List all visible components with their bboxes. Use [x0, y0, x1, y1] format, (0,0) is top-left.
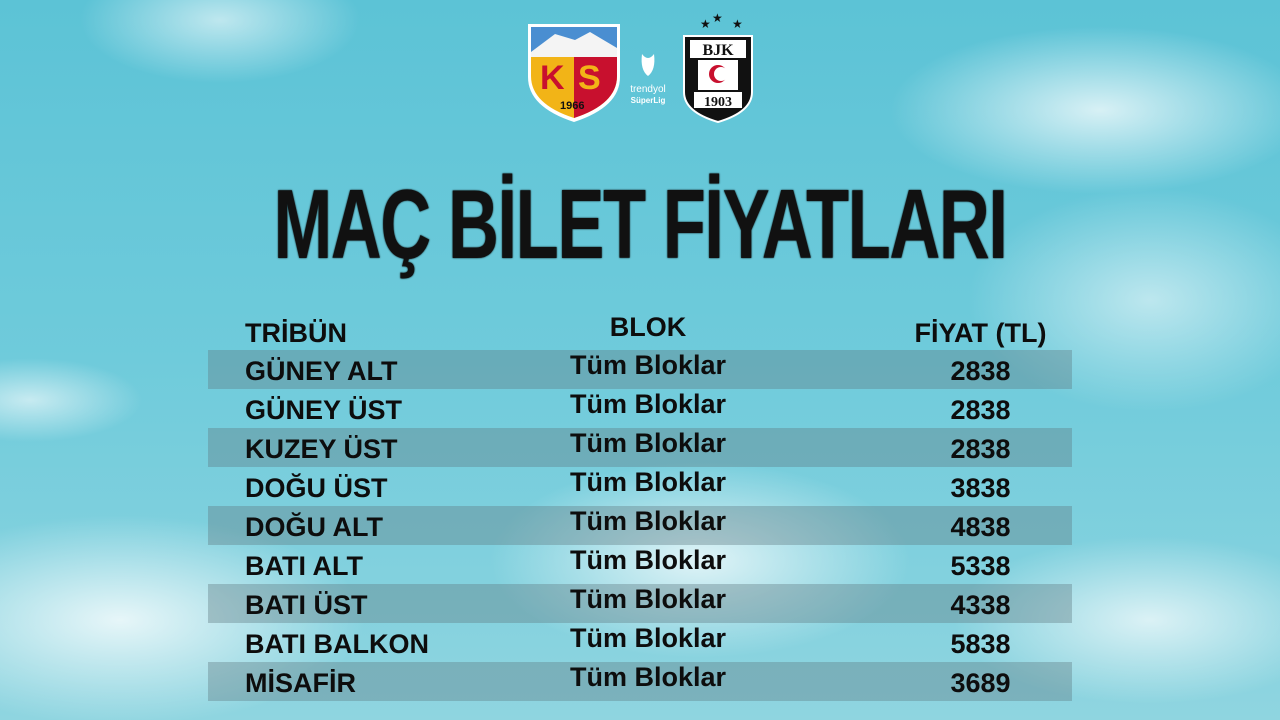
blok-cell: Tüm Bloklar [569, 584, 727, 614]
table-row: DOĞU ÜST Tüm Bloklar 3838 [208, 467, 1072, 506]
superlig-logo: trendyol SüperLig [630, 54, 666, 105]
table-row: BATI ÜST Tüm Bloklar 4338 [208, 584, 1072, 623]
blok-cell: Tüm Bloklar [569, 428, 727, 458]
table-row: BATI ALT Tüm Bloklar 5338 [208, 545, 1072, 584]
svg-text:K: K [540, 59, 565, 97]
tribun-cell: BATI BALKON [245, 629, 429, 659]
tribun-cell: DOĞU ALT [245, 512, 383, 542]
blok-cell: Tüm Bloklar [569, 545, 727, 575]
page-title: MAÇ BİLET FİYATLARI [273, 169, 1008, 279]
header-blok: BLOK [609, 312, 687, 342]
fiyat-cell: 4838 [950, 512, 1011, 542]
table-header: TRİBÜN BLOK FİYAT (TL) [208, 312, 1072, 353]
tribun-cell: GÜNEY ÜST [245, 395, 403, 425]
table-row: BATI BALKON Tüm Bloklar 5838 [208, 623, 1072, 662]
table-row: DOĞU ALT Tüm Bloklar 4838 [208, 506, 1072, 545]
kayserispor-logo: K S 1966 [528, 24, 620, 122]
fiyat-cell: 5338 [950, 551, 1011, 581]
table-row: MİSAFİR Tüm Bloklar 3689 [208, 662, 1072, 701]
fiyat-cell: 2838 [950, 434, 1011, 464]
table-row: GÜNEY ALT Tüm Bloklar 2838 [208, 350, 1072, 389]
tribun-cell: BATI ALT [245, 551, 363, 581]
blok-cell: Tüm Bloklar [569, 506, 727, 536]
svg-text:BJK: BJK [702, 42, 734, 59]
blok-cell: Tüm Bloklar [569, 623, 727, 653]
fiyat-cell: 3838 [950, 473, 1011, 503]
fiyat-cell: 2838 [950, 356, 1011, 386]
svg-text:trendyol: trendyol [630, 84, 666, 95]
header-fiyat: FİYAT (TL) [914, 318, 1047, 348]
svg-text:S: S [578, 59, 601, 97]
team-logos: K S 1966 trendyol SüperLig ★ ★ ★ BJK 1903 [0, 11, 1280, 127]
fiyat-cell: 4338 [950, 590, 1011, 620]
svg-text:★: ★ [700, 17, 711, 31]
fiyat-cell: 3689 [950, 668, 1011, 698]
svg-text:SüperLig: SüperLig [631, 96, 666, 105]
fiyat-cell: 5838 [950, 629, 1011, 659]
besiktas-year: 1903 [704, 95, 732, 110]
besiktas-logo: ★ ★ ★ BJK 1903 [683, 11, 753, 124]
blok-cell: Tüm Bloklar [569, 389, 727, 419]
tribun-cell: BATI ÜST [245, 590, 368, 620]
table-row: GÜNEY ÜST Tüm Bloklar 2838 [208, 389, 1072, 428]
fiyat-cell: 2838 [950, 395, 1011, 425]
kayserispor-year: 1966 [560, 100, 584, 112]
blok-cell: Tüm Bloklar [569, 350, 727, 380]
blok-cell: Tüm Bloklar [569, 467, 727, 497]
blok-cell: Tüm Bloklar [569, 662, 727, 692]
table-row: KUZEY ÜST Tüm Bloklar 2838 [208, 428, 1072, 467]
header-tribun: TRİBÜN [245, 318, 347, 348]
tribun-cell: MİSAFİR [245, 668, 356, 698]
svg-text:★: ★ [732, 17, 743, 31]
tribun-cell: DOĞU ÜST [245, 473, 388, 503]
tribun-cell: KUZEY ÜST [245, 434, 398, 464]
tribun-cell: GÜNEY ALT [245, 356, 398, 386]
svg-text:★: ★ [712, 12, 723, 25]
